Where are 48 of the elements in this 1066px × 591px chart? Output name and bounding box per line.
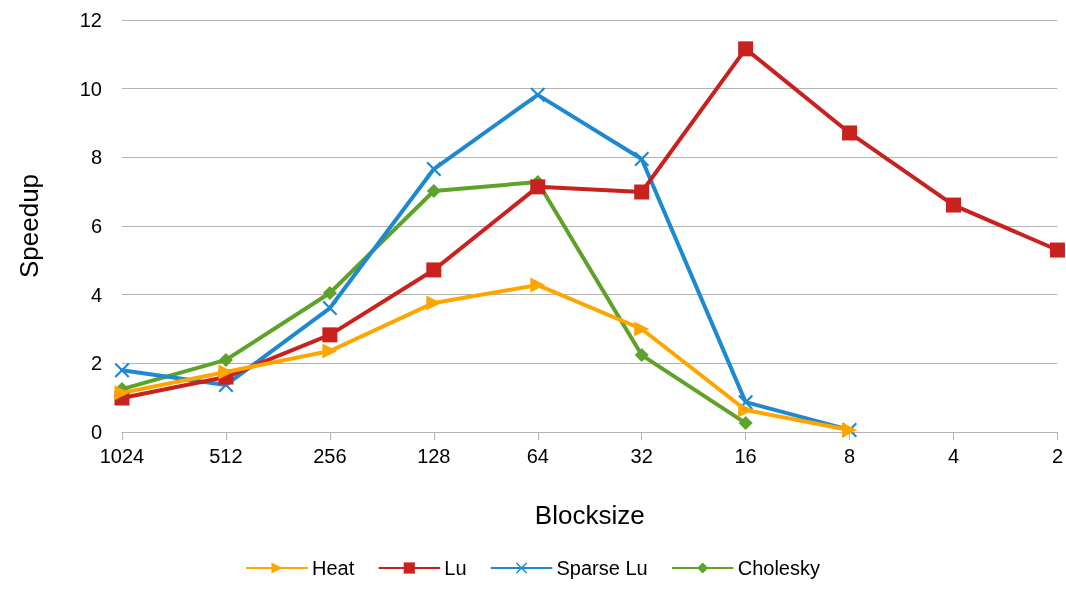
point xyxy=(634,184,650,200)
legend-label: Heat xyxy=(312,557,355,579)
point xyxy=(1049,242,1065,258)
point xyxy=(218,352,233,367)
x-tick-label: 512 xyxy=(209,445,243,467)
y-tick-label: 4 xyxy=(90,283,102,306)
point xyxy=(114,362,130,378)
point xyxy=(842,125,858,141)
point xyxy=(218,364,234,380)
x-tick-label: 128 xyxy=(417,445,451,467)
legend-label: Cholesky xyxy=(737,557,820,579)
x-tick-label: 4 xyxy=(947,445,960,467)
legend-label: Sparse Lu xyxy=(556,557,648,579)
x-tick-label: 2 xyxy=(1051,445,1063,467)
point xyxy=(634,348,649,363)
y-tick-label: 10 xyxy=(79,77,102,100)
x-tick-label: 32 xyxy=(630,445,653,467)
point xyxy=(426,295,442,311)
y-tick-label: 6 xyxy=(90,215,102,237)
x-tick-label: 64 xyxy=(526,445,549,467)
point xyxy=(634,321,650,337)
x-axis-title: Blocksize xyxy=(534,500,645,530)
point xyxy=(530,87,546,103)
point xyxy=(634,151,650,167)
point xyxy=(738,402,754,418)
point xyxy=(322,343,338,359)
x-tick-label: 1024 xyxy=(99,445,145,467)
point xyxy=(946,197,961,213)
legend-label: Lu xyxy=(444,557,467,579)
point xyxy=(530,277,546,293)
x-tick-label: 16 xyxy=(734,445,757,467)
x-tick-label: 256 xyxy=(313,445,347,467)
point xyxy=(738,416,753,431)
point xyxy=(426,262,442,278)
y-axis-title: Speedup xyxy=(14,173,44,279)
point xyxy=(322,285,337,300)
point xyxy=(738,41,754,57)
point xyxy=(426,183,441,198)
point xyxy=(426,161,442,177)
point xyxy=(114,385,130,401)
y-tick-label: 0 xyxy=(90,421,102,443)
y-tick-label: 2 xyxy=(90,352,102,375)
point xyxy=(322,300,338,316)
y-tick-label: 12 xyxy=(79,9,102,31)
y-tick-label: 8 xyxy=(90,146,102,169)
point xyxy=(322,327,338,343)
x-tick-label: 8 xyxy=(844,445,856,467)
point xyxy=(530,179,546,195)
